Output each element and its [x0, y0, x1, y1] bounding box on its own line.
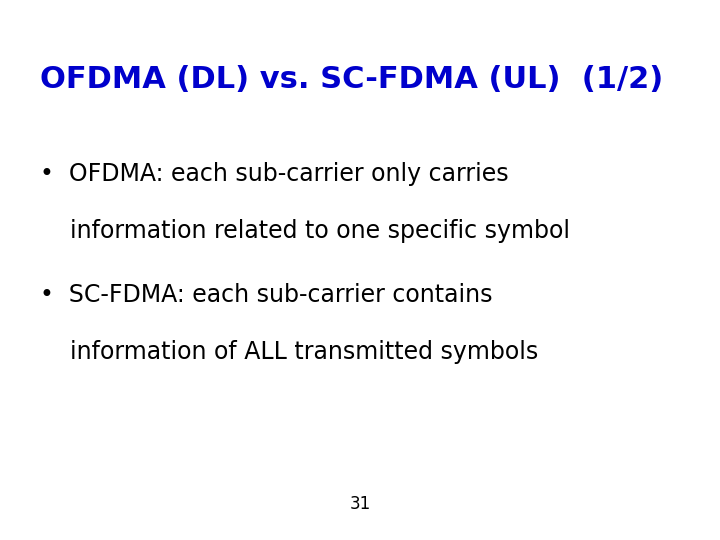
- Text: OFDMA (DL) vs. SC-FDMA (UL)  (1/2): OFDMA (DL) vs. SC-FDMA (UL) (1/2): [40, 65, 663, 94]
- Text: information related to one specific symbol: information related to one specific symb…: [40, 219, 570, 242]
- Text: information of ALL transmitted symbols: information of ALL transmitted symbols: [40, 340, 538, 364]
- Text: 31: 31: [349, 495, 371, 513]
- Text: •  SC-FDMA: each sub-carrier contains: • SC-FDMA: each sub-carrier contains: [40, 284, 492, 307]
- Text: •  OFDMA: each sub-carrier only carries: • OFDMA: each sub-carrier only carries: [40, 162, 508, 186]
